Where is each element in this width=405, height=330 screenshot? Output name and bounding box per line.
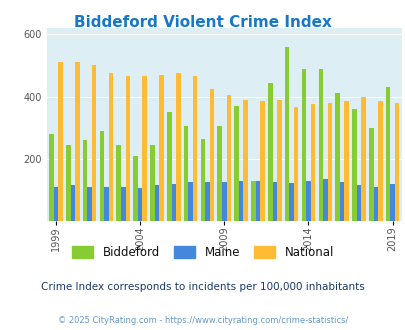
Bar <box>322 179 327 221</box>
Bar <box>255 181 260 221</box>
Bar <box>222 182 226 221</box>
Bar <box>251 181 255 221</box>
Bar <box>116 145 121 221</box>
Bar <box>166 112 171 221</box>
Bar <box>66 145 70 221</box>
Text: Crime Index corresponds to incidents per 100,000 inhabitants: Crime Index corresponds to incidents per… <box>41 282 364 292</box>
Bar <box>310 104 315 221</box>
Bar <box>267 82 272 221</box>
Bar <box>53 187 58 221</box>
Text: Biddeford Violent Crime Index: Biddeford Violent Crime Index <box>74 15 331 30</box>
Bar <box>121 187 125 221</box>
Bar <box>75 62 79 221</box>
Bar <box>70 185 75 221</box>
Bar <box>99 131 104 221</box>
Bar <box>351 109 356 221</box>
Bar <box>360 97 365 221</box>
Bar <box>293 108 298 221</box>
Bar <box>192 76 197 221</box>
Bar <box>339 182 343 221</box>
Bar <box>142 76 147 221</box>
Bar <box>260 101 264 221</box>
Bar <box>243 100 247 221</box>
Bar <box>318 69 322 221</box>
Bar <box>217 126 222 221</box>
Bar <box>335 93 339 221</box>
Bar <box>373 187 377 221</box>
Bar <box>176 73 180 221</box>
Bar <box>277 100 281 221</box>
Bar <box>234 106 238 221</box>
Bar <box>368 128 373 221</box>
Bar <box>183 126 188 221</box>
Bar <box>205 182 209 221</box>
Bar <box>87 187 92 221</box>
Bar <box>327 103 331 221</box>
Bar <box>390 184 394 221</box>
Bar <box>226 95 230 221</box>
Bar <box>104 187 109 221</box>
Bar <box>301 69 305 221</box>
Bar <box>92 65 96 221</box>
Bar <box>305 181 310 221</box>
Bar <box>209 89 214 221</box>
Bar <box>284 47 289 221</box>
Text: © 2025 CityRating.com - https://www.cityrating.com/crime-statistics/: © 2025 CityRating.com - https://www.city… <box>58 315 347 325</box>
Bar <box>154 185 159 221</box>
Bar <box>343 101 348 221</box>
Bar <box>83 140 87 221</box>
Bar <box>133 156 138 221</box>
Bar <box>125 76 130 221</box>
Bar <box>58 62 63 221</box>
Bar <box>159 75 163 221</box>
Bar <box>356 185 360 221</box>
Bar <box>377 101 382 221</box>
Bar <box>49 134 53 221</box>
Bar <box>171 184 176 221</box>
Bar <box>188 182 192 221</box>
Bar <box>109 73 113 221</box>
Bar <box>394 103 399 221</box>
Bar <box>200 139 205 221</box>
Bar <box>138 188 142 221</box>
Bar <box>385 87 390 221</box>
Bar <box>289 183 293 221</box>
Bar <box>150 145 154 221</box>
Bar <box>272 182 277 221</box>
Bar <box>238 181 243 221</box>
Legend: Biddeford, Maine, National: Biddeford, Maine, National <box>72 246 333 259</box>
